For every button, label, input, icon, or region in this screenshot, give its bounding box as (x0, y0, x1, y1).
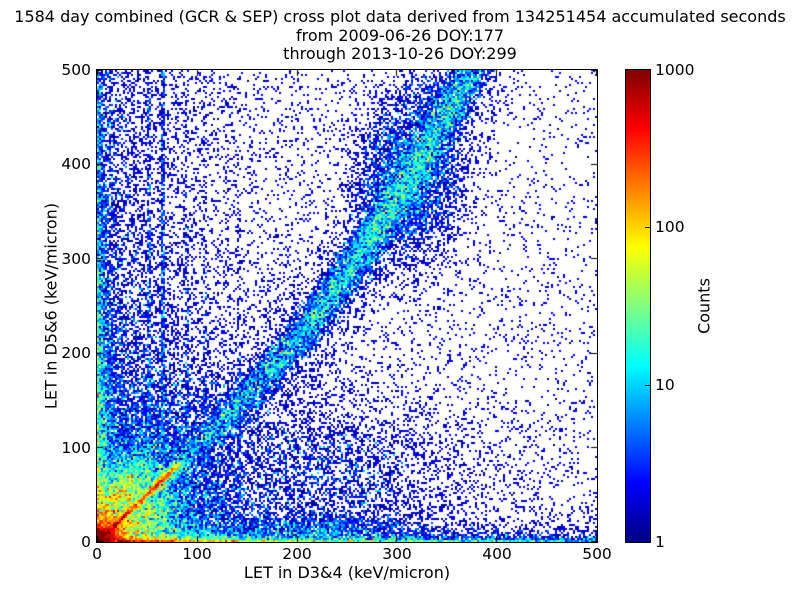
colorbar-gradient (626, 70, 650, 542)
colorbar-tick-label: 1000 (655, 61, 695, 79)
y-axis-label: LET in D5&6 (keV/micron) (41, 202, 61, 410)
y-tick-label: 400 (61, 155, 91, 174)
chart-title-line-1: 1584 day combined (GCR & SEP) cross plot… (14, 7, 786, 26)
plot-area (96, 69, 598, 543)
y-tick-label: 0 (81, 533, 91, 551)
y-tick-label: 300 (61, 249, 91, 268)
heatmap-canvas (97, 70, 597, 542)
chart-title-line-2: from 2009-06-26 DOY:177 (295, 26, 505, 45)
y-tick-label: 100 (61, 438, 91, 457)
y-tick-label: 200 (61, 344, 91, 363)
x-tick-label: 100 (182, 545, 212, 563)
colorbar-tick-mark (645, 385, 650, 386)
y-tick-label: 500 (61, 61, 91, 79)
colorbar-tick-mark (645, 227, 650, 228)
x-axis-label: LET in D3&4 (keV/micron) (243, 563, 451, 582)
x-tick-label: 400 (482, 545, 512, 563)
chart-title-line-3: through 2013-10-26 DOY:299 (283, 44, 517, 63)
colorbar-tick-label: 10 (655, 375, 675, 394)
colorbar (625, 69, 651, 543)
x-tick-label: 200 (282, 545, 312, 563)
x-tick-label: 0 (92, 545, 102, 563)
x-tick-label: 300 (382, 545, 412, 563)
x-tick-label: 500 (582, 545, 612, 563)
colorbar-tick-label: 100 (655, 218, 685, 237)
colorbar-label: Counts (694, 278, 714, 334)
colorbar-tick-label: 1 (655, 533, 665, 551)
